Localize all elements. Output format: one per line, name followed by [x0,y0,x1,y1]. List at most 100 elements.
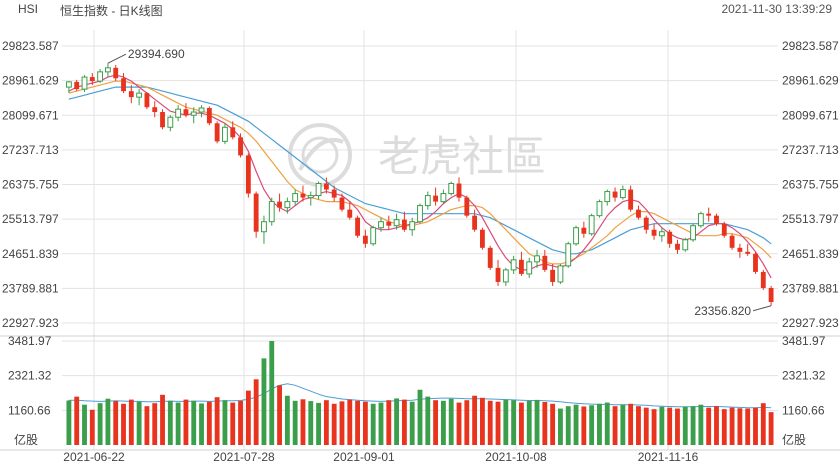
volume-bar [565,406,571,445]
candle-body [230,127,236,138]
volume-bar [526,400,532,445]
candle [542,249,548,272]
candle-body [768,287,774,303]
candle [393,213,400,230]
volume-bar [105,398,111,445]
low-value-label: 23356.820 [694,304,751,318]
candle-body [339,197,345,210]
candle [534,249,540,268]
candle-body [167,116,174,128]
candle-body [464,197,470,216]
volume-bar [737,408,743,445]
volume-tick-left: 3481.97 [8,334,52,348]
candle-body [636,209,641,218]
volume-bar [97,403,103,445]
candle [565,241,572,268]
candle-body [144,93,150,108]
candle-body [206,108,212,124]
volume-bar [581,406,587,445]
candle-body [510,259,517,271]
candle [628,185,634,212]
volume-bar [628,403,634,445]
volume-bar [199,403,204,445]
candle-body [104,67,111,73]
volume-bar [714,406,719,445]
candle [261,215,267,244]
volume-bar [409,401,415,445]
candle-body [128,91,134,98]
candle-body [152,107,158,113]
volume-bar [659,406,665,445]
volume-bar [519,402,524,445]
candle [175,105,182,122]
candle-body [417,205,423,223]
candle [760,269,766,290]
volume-bar [394,398,400,445]
candle-body [658,231,665,237]
candle [198,105,205,118]
high-value-label: 29394.690 [128,47,185,61]
volume-bars [66,341,774,445]
candle [667,229,673,248]
volume-bar [456,402,462,445]
candle [581,221,587,238]
candle [502,267,509,286]
candle [487,245,493,270]
candle-body [65,81,72,88]
candle-body [183,109,189,116]
candle [612,187,618,202]
chart-timestamp: 2021-11-30 13:39:29 [721,2,832,16]
volume-bar [386,400,392,445]
candle-body [753,253,758,272]
candle [355,215,361,238]
candlesticks [65,63,774,306]
candle-body [557,265,564,283]
volume-bar [269,341,275,445]
candle [619,185,626,200]
candle [386,215,392,230]
candle-body [362,235,368,244]
candle-body [628,189,634,210]
volume-bar [511,400,517,445]
candle-body [433,195,439,202]
price-tick-left: 29823.587 [2,39,59,53]
volume-bar [183,399,189,445]
price-tick-left: 22927.923 [2,316,59,330]
candle-body [682,239,689,251]
volume-tick-right: 3481.97 [782,334,826,348]
candle [238,133,243,158]
candle [378,217,384,232]
volume-bar [690,406,696,445]
candle-body [502,269,509,283]
candle-body [596,201,603,217]
candle-body [448,183,455,195]
price-tick-left: 28961.629 [2,74,59,88]
candle-body [760,271,766,288]
volume-bar [612,406,618,445]
candle [323,177,329,194]
price-tick-right: 26375.755 [782,178,839,192]
candle-body [222,126,228,142]
candle-body [690,225,696,241]
price-tick-right: 24651.839 [782,247,839,261]
volume-bar [300,399,306,445]
candle-body [745,251,751,254]
candle-body [284,201,291,209]
price-tick-right: 29823.587 [782,39,839,53]
candle [456,177,462,202]
candle [277,193,282,212]
candle-body [253,193,259,232]
price-tick-left: 26375.755 [2,178,59,192]
candle [144,91,150,110]
volume-bar [261,358,267,445]
volume-bar [433,400,439,445]
volume-bar [206,401,212,445]
candle-body [97,71,104,82]
volume-bar [604,402,610,445]
candle [651,223,657,240]
candle-body [409,221,416,231]
volume-bar [753,407,758,445]
volume-bar [253,379,259,445]
candle [643,215,649,234]
